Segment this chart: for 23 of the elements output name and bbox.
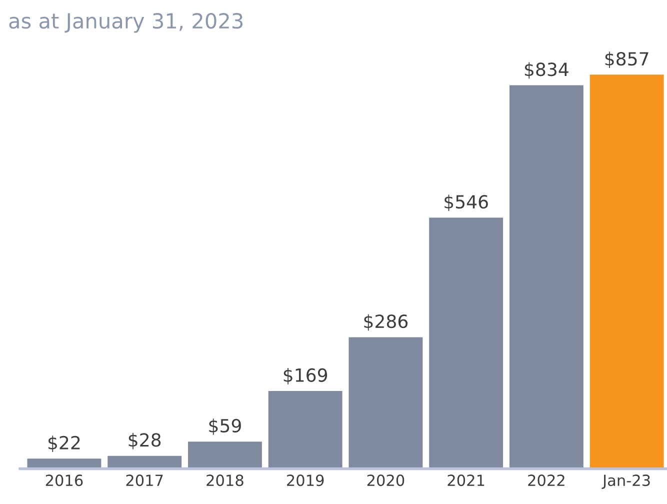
x-tick-label: Jan-23 bbox=[602, 474, 650, 489]
data-label: $59 bbox=[209, 418, 241, 435]
x-tick-label: 2020 bbox=[367, 474, 404, 486]
bar bbox=[348, 337, 423, 469]
bar bbox=[429, 218, 504, 469]
data-label: $546 bbox=[444, 194, 488, 212]
data-label: $834 bbox=[524, 62, 568, 79]
x-tick-label: 2017 bbox=[126, 474, 163, 486]
x-tick-label: 2018 bbox=[206, 474, 244, 486]
data-label: $857 bbox=[605, 52, 648, 68]
data-label: $28 bbox=[128, 432, 161, 450]
data-label: $169 bbox=[284, 368, 328, 384]
x-tick-label: 2016 bbox=[46, 474, 83, 486]
x-tick-label: 2021 bbox=[448, 474, 484, 486]
data-label: $22 bbox=[48, 436, 80, 452]
x-tick-label: 2019 bbox=[287, 474, 324, 486]
bar bbox=[590, 74, 664, 469]
chart-title: as at January 31, 2023 bbox=[9, 12, 243, 33]
bar bbox=[188, 442, 262, 469]
bar bbox=[268, 391, 342, 469]
bar bbox=[509, 85, 584, 469]
x-tick-label: 2022 bbox=[528, 474, 564, 486]
data-label: $286 bbox=[364, 314, 408, 331]
